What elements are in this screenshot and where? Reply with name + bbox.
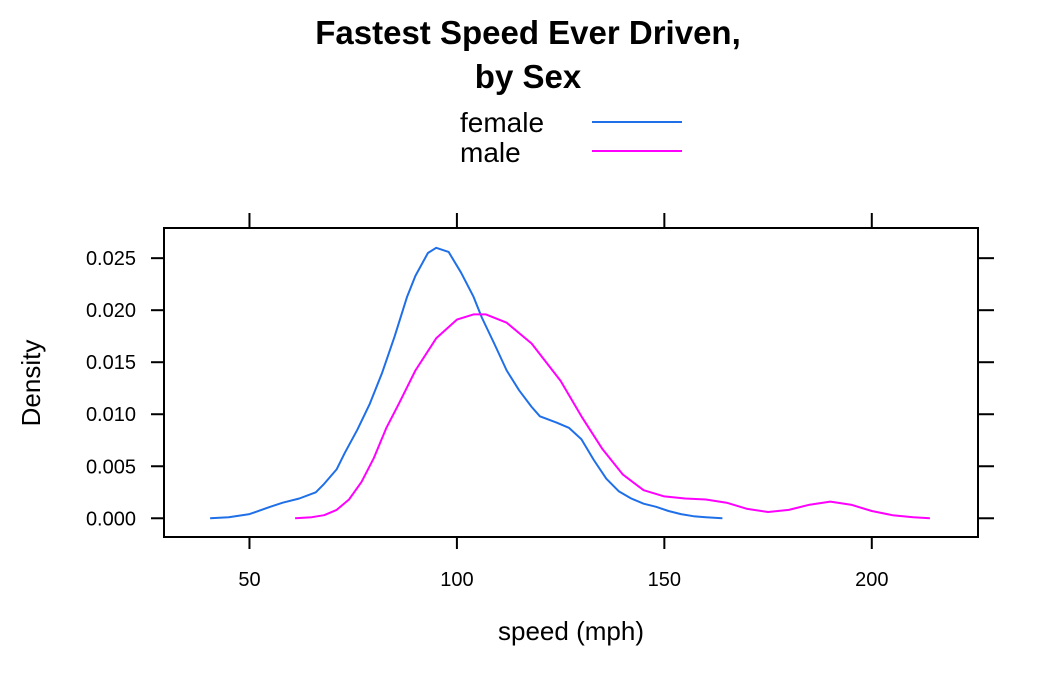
chart-subtitle: by Sex (475, 58, 582, 95)
y-tick-label: 0.005 (86, 456, 136, 478)
series-line-male (295, 313, 930, 520)
x-axis-label: speed (mph) (498, 616, 644, 646)
y-tick-label: 0.025 (86, 248, 136, 270)
chart-title: Fastest Speed Ever Driven, (315, 14, 741, 51)
axis-ticks: 50 100 150 200 0.000 0.005 0.010 0.015 0.020 0.02… (86, 213, 994, 591)
y-axis-label: Density (16, 340, 46, 427)
series-line-female (210, 246, 723, 520)
x-tick-label: 200 (855, 569, 888, 591)
x-tick-label: 150 (648, 569, 681, 591)
plot-frame (163, 227, 979, 538)
legend-label-female: female (460, 107, 544, 138)
series-layer (210, 246, 930, 520)
legend-label-male: male (460, 137, 521, 168)
x-tick-label: 50 (238, 569, 260, 591)
legend: female male (460, 107, 682, 168)
y-tick-label: 0.015 (86, 352, 136, 374)
y-tick-label: 0.000 (86, 508, 136, 530)
y-tick-label: 0.020 (86, 300, 136, 322)
y-tick-label: 0.010 (86, 404, 136, 426)
x-tick-label: 100 (440, 569, 473, 591)
